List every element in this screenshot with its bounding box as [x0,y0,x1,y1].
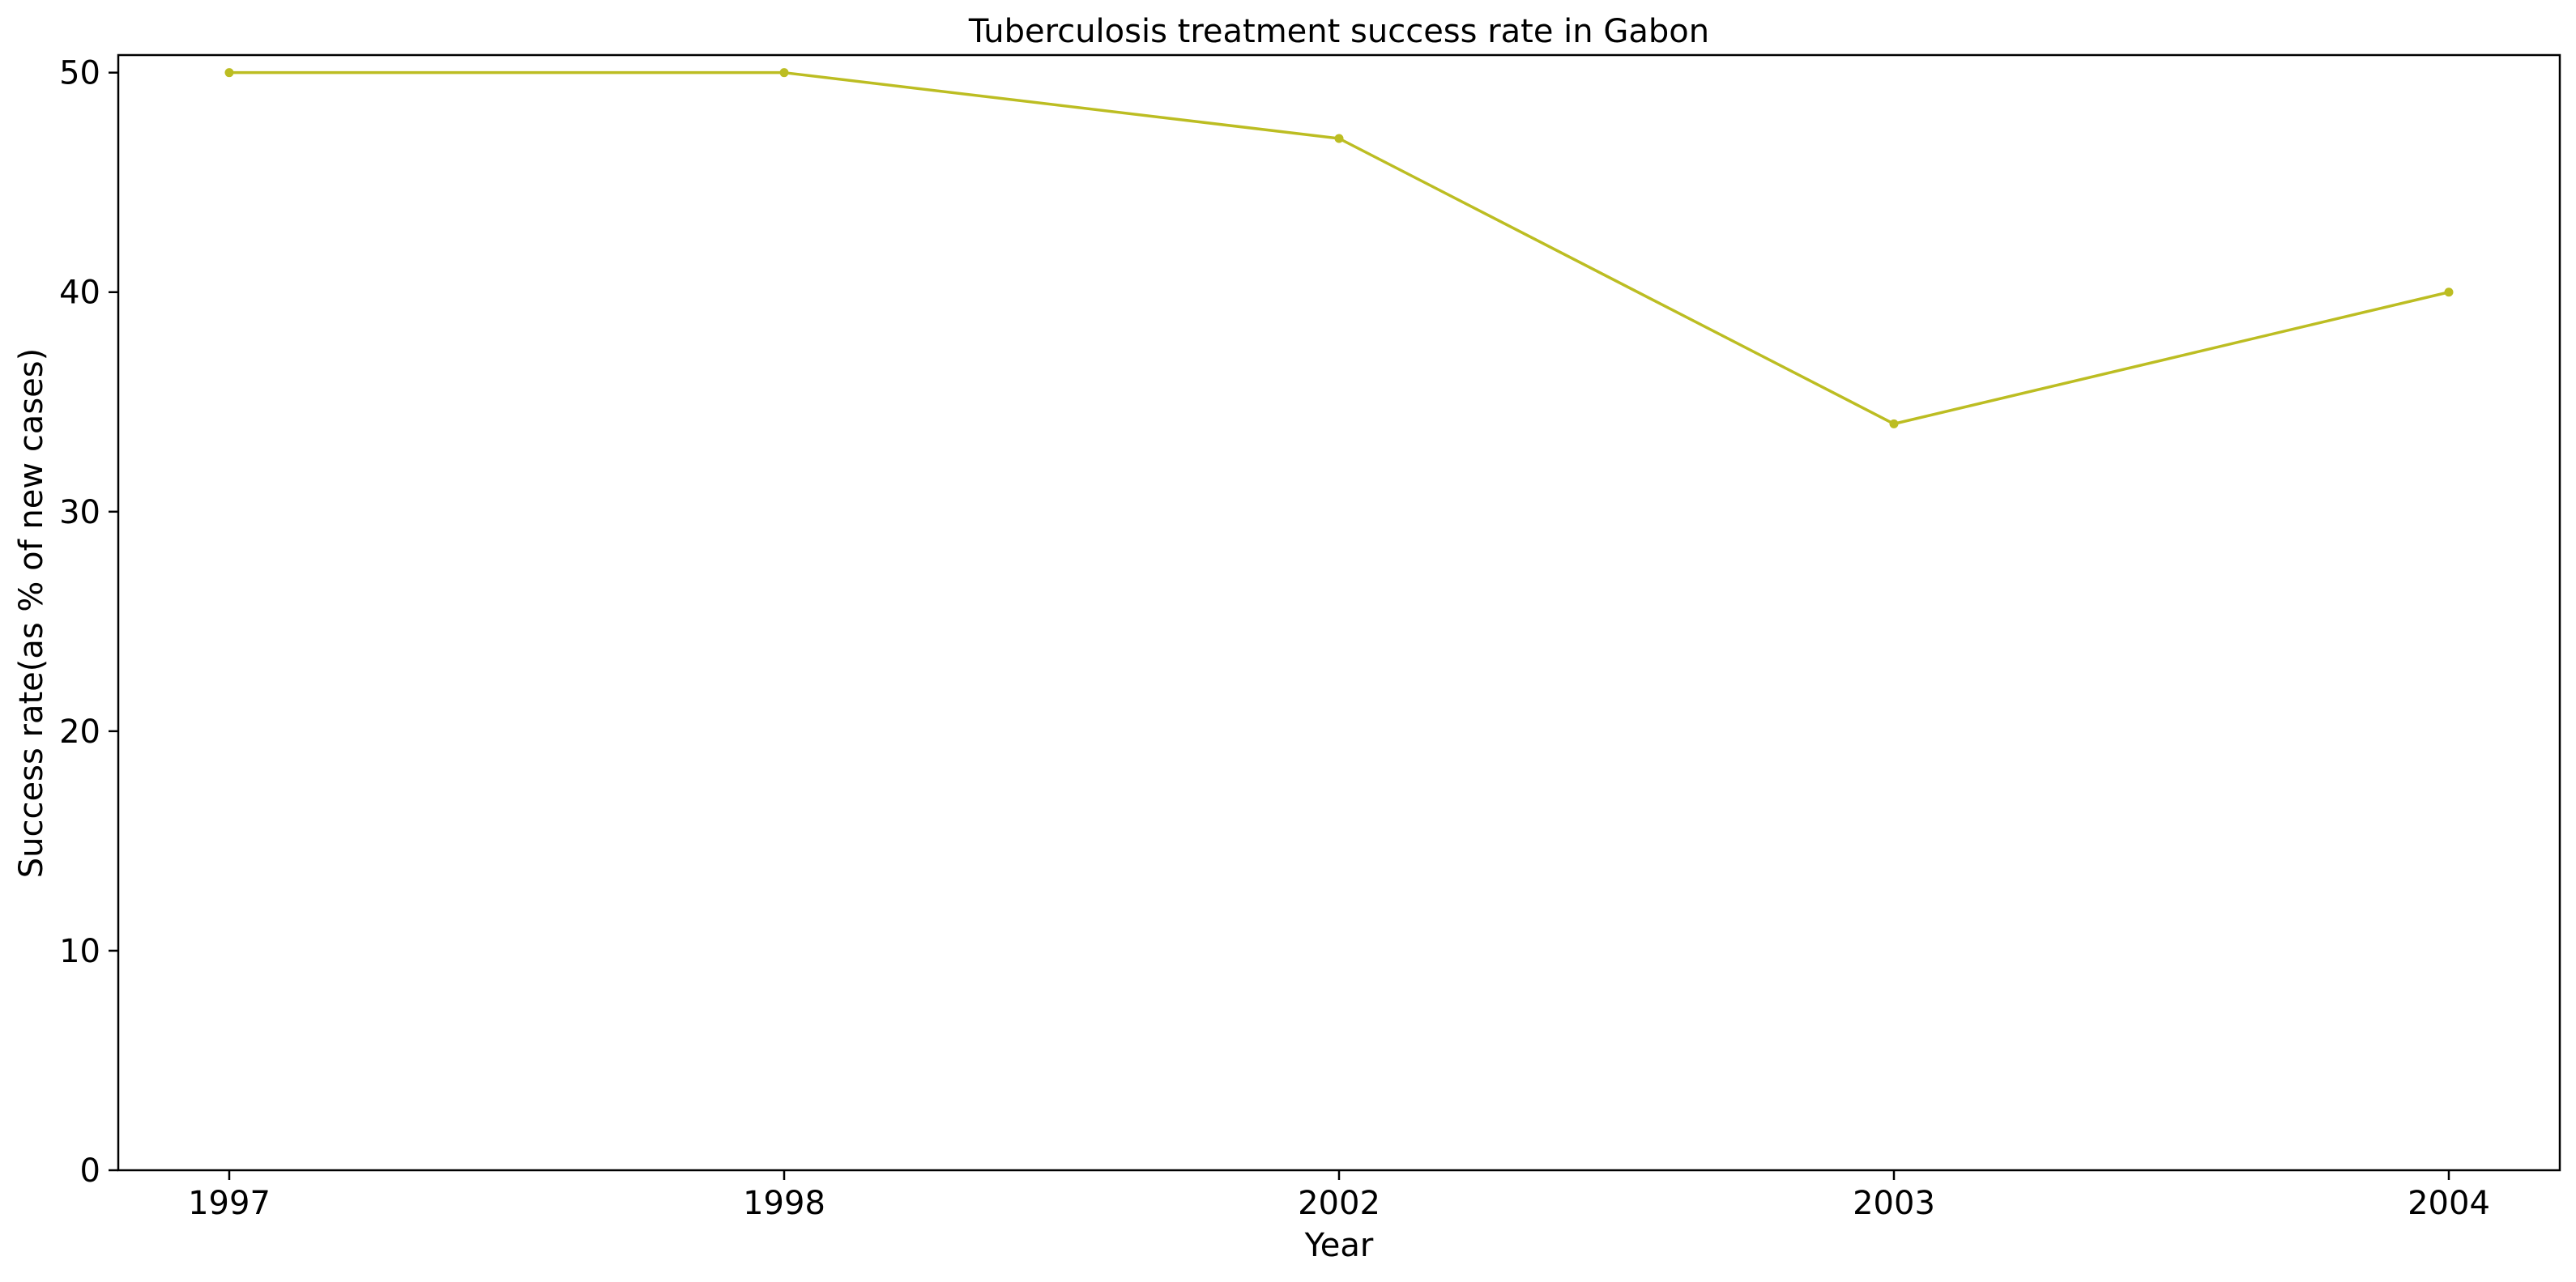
y-tick-label: 50 [59,55,100,92]
x-tick-label: 2003 [1853,1185,1935,1222]
y-tick-label: 20 [59,713,100,751]
x-tick-label: 1997 [188,1185,271,1222]
data-point [2444,287,2454,297]
x-tick-label: 1998 [743,1185,825,1222]
data-point [1334,134,1344,143]
x-tick-label: 2002 [1298,1185,1380,1222]
y-tick-label: 40 [59,275,100,312]
series-layer [224,68,2454,428]
plot-area-frame [117,53,2561,1172]
y-tick-label: 10 [59,933,100,970]
y-tick-label: 30 [59,494,100,531]
data-point [779,68,789,78]
y-tick-label: 0 [80,1152,100,1190]
y-axis-title: Success rate(as % of new cases) [13,348,50,878]
x-axis-title: Year [1304,1227,1374,1264]
x-axis-ticks: 1997 1998 2002 2003 2004 [188,1170,2490,1222]
y-axis-ticks: 0 10 20 30 40 50 [59,55,118,1190]
x-tick-label: 2004 [2408,1185,2490,1222]
data-point [1889,419,1899,428]
data-point [224,68,234,78]
chart-title: Tuberculosis treatment success rate in G… [968,13,1709,50]
